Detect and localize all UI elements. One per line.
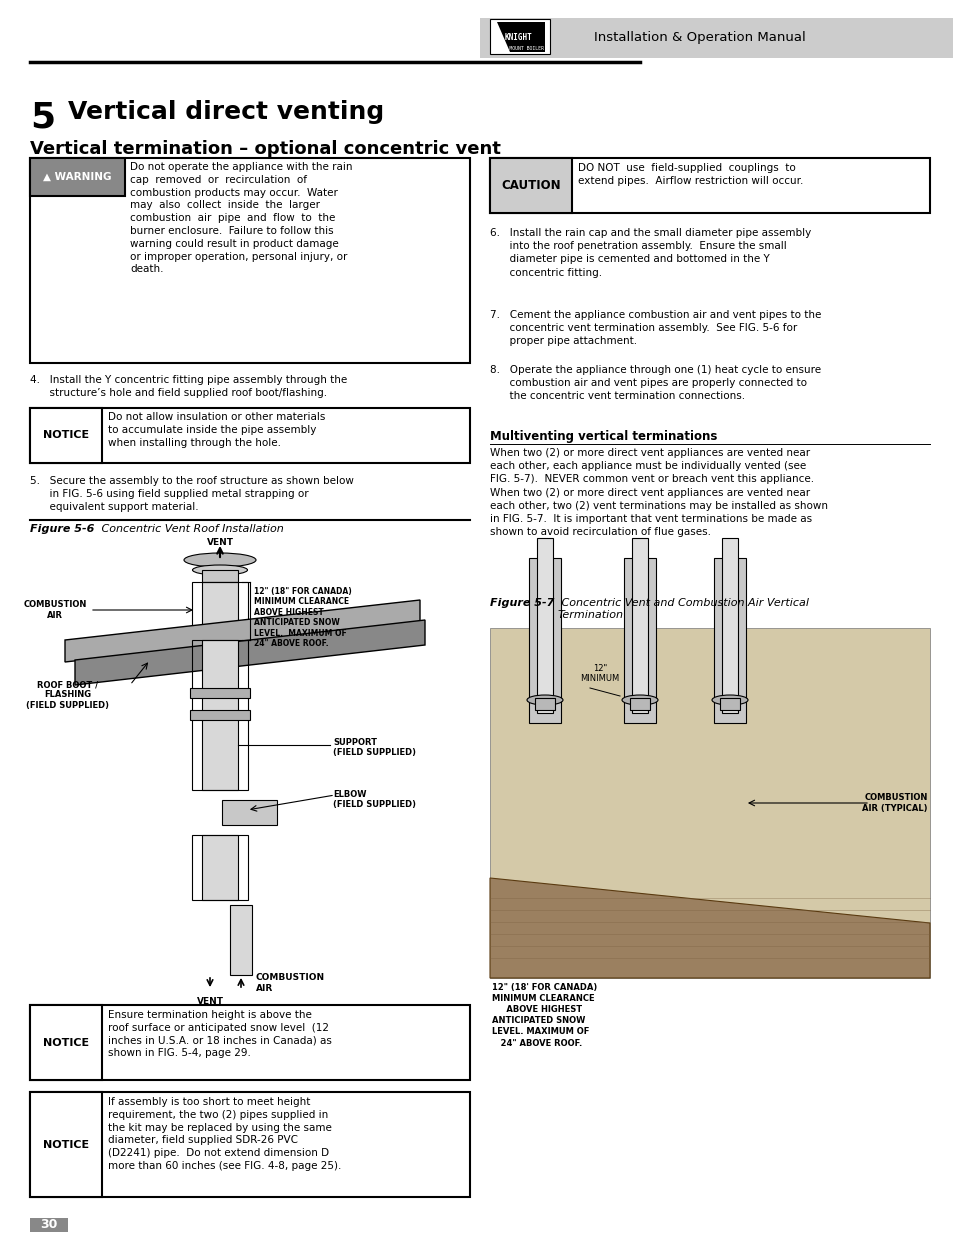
Ellipse shape: [526, 695, 562, 705]
Text: Figure 5-6: Figure 5-6: [30, 524, 94, 534]
Text: When two (2) or more direct vent appliances are vented near
each other, each app: When two (2) or more direct vent applian…: [490, 448, 827, 537]
Text: Installation & Operation Manual: Installation & Operation Manual: [594, 32, 805, 44]
Bar: [190, 710, 250, 720]
Bar: [192, 582, 248, 640]
Text: Figure 5-7: Figure 5-7: [490, 598, 554, 608]
Text: COMBUSTION
AIR: COMBUSTION AIR: [255, 973, 325, 993]
Text: Vertical direct venting: Vertical direct venting: [68, 100, 384, 124]
Bar: [30, 1218, 68, 1233]
Bar: [631, 538, 647, 713]
Bar: [490, 629, 929, 978]
Text: 5: 5: [30, 100, 55, 135]
Polygon shape: [490, 878, 929, 978]
Text: ROOF BOOT /
FLASHING
(FIELD SUPPLIED): ROOF BOOT / FLASHING (FIELD SUPPLIED): [27, 680, 110, 710]
Text: Ensure termination height is above the
roof surface or anticipated snow level  (: Ensure termination height is above the r…: [108, 1010, 332, 1058]
Ellipse shape: [621, 695, 658, 705]
Bar: [190, 688, 250, 698]
Text: KNIGHT: KNIGHT: [504, 32, 533, 42]
Bar: [490, 158, 929, 212]
Text: Do not operate the appliance with the rain
cap  removed  or  recirculation  of
c: Do not operate the appliance with the ra…: [130, 162, 352, 274]
Bar: [202, 640, 237, 790]
Text: NOTICE: NOTICE: [43, 1140, 89, 1150]
Bar: [623, 558, 656, 722]
Bar: [192, 640, 248, 790]
Bar: [222, 800, 276, 825]
Text: Vertical termination – optional concentric vent: Vertical termination – optional concentr…: [30, 140, 500, 158]
Bar: [30, 1005, 470, 1079]
Bar: [30, 1092, 102, 1197]
Text: Multiventing vertical terminations: Multiventing vertical terminations: [490, 430, 717, 443]
Bar: [202, 582, 237, 640]
Bar: [30, 408, 102, 463]
Text: CAUTION: CAUTION: [500, 179, 560, 191]
Bar: [713, 558, 745, 722]
Text: Concentric Vent and Combustion Air Vertical
Termination: Concentric Vent and Combustion Air Verti…: [558, 598, 808, 620]
Text: VENT: VENT: [206, 538, 233, 547]
Ellipse shape: [184, 553, 255, 567]
Bar: [230, 905, 252, 974]
Bar: [30, 408, 470, 463]
Bar: [192, 835, 248, 900]
Text: 7.   Cement the appliance combustion air and vent pipes to the
      concentric : 7. Cement the appliance combustion air a…: [490, 310, 821, 346]
Bar: [202, 571, 237, 582]
Bar: [30, 1092, 470, 1197]
Text: COMBUSTION
AIR (TYPICAL): COMBUSTION AIR (TYPICAL): [862, 793, 927, 813]
Bar: [629, 698, 649, 710]
Bar: [479, 19, 953, 58]
Polygon shape: [497, 22, 544, 52]
Text: 12" (18" FOR CANADA)
MINIMUM CLEARANCE
ABOVE HIGHEST
ANTICIPATED SNOW
LEVEL.  MA: 12" (18" FOR CANADA) MINIMUM CLEARANCE A…: [253, 587, 352, 648]
Text: ▲ WARNING: ▲ WARNING: [43, 172, 112, 182]
Bar: [30, 158, 125, 196]
Ellipse shape: [711, 695, 747, 705]
Bar: [529, 558, 560, 722]
Text: 12"
MINIMUM: 12" MINIMUM: [579, 663, 619, 683]
Text: SUPPORT
(FIELD SUPPLIED): SUPPORT (FIELD SUPPLIED): [333, 739, 416, 757]
Text: NOTICE: NOTICE: [43, 1037, 89, 1047]
Bar: [30, 158, 470, 363]
Bar: [490, 158, 572, 212]
Bar: [30, 1005, 102, 1079]
Text: Concentric Vent Roof Installation: Concentric Vent Roof Installation: [98, 524, 283, 534]
Bar: [490, 19, 550, 54]
Text: 5.   Secure the assembly to the roof structure as shown below
      in FIG. 5-6 : 5. Secure the assembly to the roof struc…: [30, 475, 354, 513]
Text: VENT: VENT: [196, 997, 223, 1007]
Bar: [721, 538, 738, 713]
Ellipse shape: [193, 564, 247, 576]
Bar: [202, 835, 237, 900]
Text: DO NOT  use  field-supplied  couplings  to
extend pipes.  Airflow restriction wi: DO NOT use field-supplied couplings to e…: [578, 163, 802, 185]
Bar: [537, 538, 553, 713]
Text: NOTICE: NOTICE: [43, 431, 89, 441]
Text: COMBUSTION
AIR: COMBUSTION AIR: [23, 600, 87, 620]
Text: WALL MOUNT BOILER: WALL MOUNT BOILER: [494, 46, 543, 51]
Bar: [720, 698, 740, 710]
Text: 30: 30: [40, 1219, 57, 1231]
Bar: [535, 698, 555, 710]
Text: 6.   Install the rain cap and the small diameter pipe assembly
      into the ro: 6. Install the rain cap and the small di…: [490, 228, 810, 278]
Polygon shape: [65, 600, 419, 662]
Text: ELBOW
(FIELD SUPPLIED): ELBOW (FIELD SUPPLIED): [333, 790, 416, 809]
Polygon shape: [75, 620, 424, 685]
Text: 8.   Operate the appliance through one (1) heat cycle to ensure
      combustion: 8. Operate the appliance through one (1)…: [490, 366, 821, 401]
Text: 12" (18' FOR CANADA)
MINIMUM CLEARANCE
     ABOVE HIGHEST
ANTICIPATED SNOW
LEVEL: 12" (18' FOR CANADA) MINIMUM CLEARANCE A…: [492, 983, 597, 1047]
Text: If assembly is too short to meet height
requirement, the two (2) pipes supplied : If assembly is too short to meet height …: [108, 1097, 341, 1171]
Text: Do not allow insulation or other materials
to accumulate inside the pipe assembl: Do not allow insulation or other materia…: [108, 412, 325, 447]
Text: 4.   Install the Y concentric fitting pipe assembly through the
      structure’: 4. Install the Y concentric fitting pipe…: [30, 375, 347, 398]
